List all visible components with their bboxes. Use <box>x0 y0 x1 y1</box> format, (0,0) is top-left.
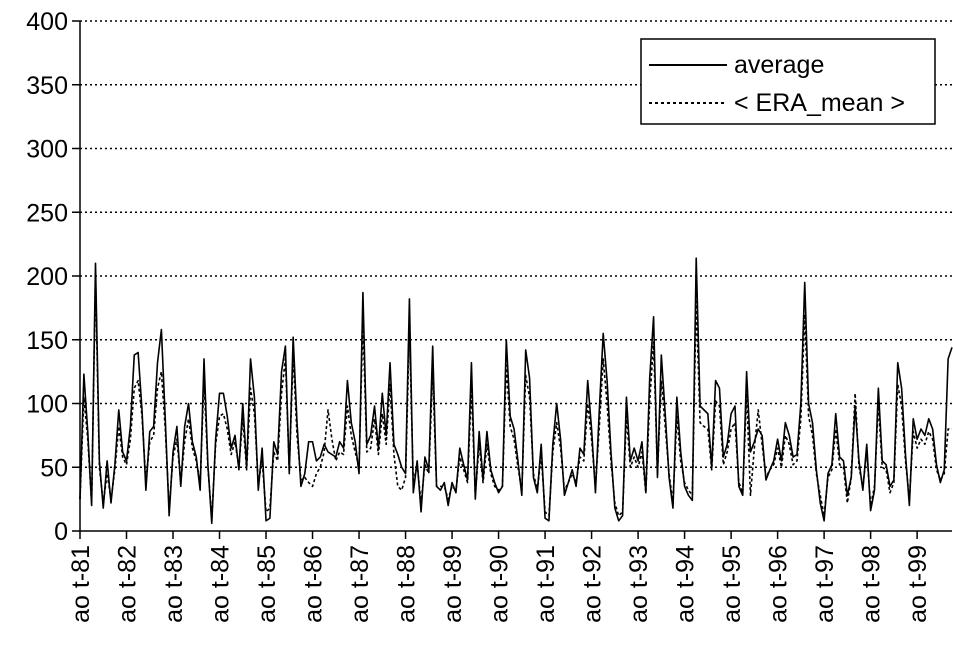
y-tick-label: 0 <box>54 518 68 546</box>
series-lines <box>79 257 953 525</box>
x-tick-label: ao t-93 <box>625 545 653 623</box>
legend-label-era-mean: < ERA_mean > <box>734 89 905 117</box>
x-tick-labels: ao t-81 ao t-82 ao t-83 ao t-84 ao t-85 ao t-… <box>67 545 932 623</box>
x-tick-label: ao t-96 <box>765 545 793 623</box>
y-tick-label: 50 <box>40 454 68 482</box>
x-tick-label: ao t-97 <box>811 545 839 623</box>
x-tick-label: ao t-86 <box>300 545 328 623</box>
series-line-average <box>79 257 953 525</box>
x-tick-label: ao t-87 <box>346 545 374 623</box>
legend-label-average: average <box>734 51 824 79</box>
x-tick-label: ao t-89 <box>439 545 467 623</box>
x-tick-label: ao t-99 <box>904 545 932 623</box>
legend: average < ERA_mean > <box>640 38 936 125</box>
x-tick-label: ao t-98 <box>858 545 886 623</box>
y-tick-label: 300 <box>26 136 68 164</box>
x-tick-label: ao t-90 <box>486 545 514 623</box>
x-tick-label: ao t-83 <box>160 545 188 623</box>
y-tick-label: 250 <box>26 199 68 227</box>
y-tick-label: 200 <box>26 263 68 291</box>
y-tick-label: 400 <box>26 8 68 36</box>
y-tick-labels: 0 50 100 150 200 250 300 350 400 <box>26 8 68 546</box>
x-tick-label: ao t-88 <box>393 545 421 623</box>
x-tick-label: ao t-95 <box>718 545 746 623</box>
x-tick-label: ao t-81 <box>67 545 95 623</box>
x-tick-label: ao t-92 <box>579 545 607 623</box>
series-line-era-mean <box>79 275 952 520</box>
x-tick-label: ao t-84 <box>207 545 235 623</box>
x-tick-label: ao t-91 <box>532 545 560 623</box>
x-tick-label: ao t-94 <box>672 545 700 623</box>
y-tick-label: 350 <box>26 72 68 100</box>
y-tick-label: 100 <box>26 391 68 419</box>
axes <box>72 20 952 539</box>
x-tick-label: ao t-85 <box>253 545 281 623</box>
y-tick-label: 150 <box>26 327 68 355</box>
x-tick-label: ao t-82 <box>114 545 142 623</box>
legend-box <box>640 38 936 125</box>
